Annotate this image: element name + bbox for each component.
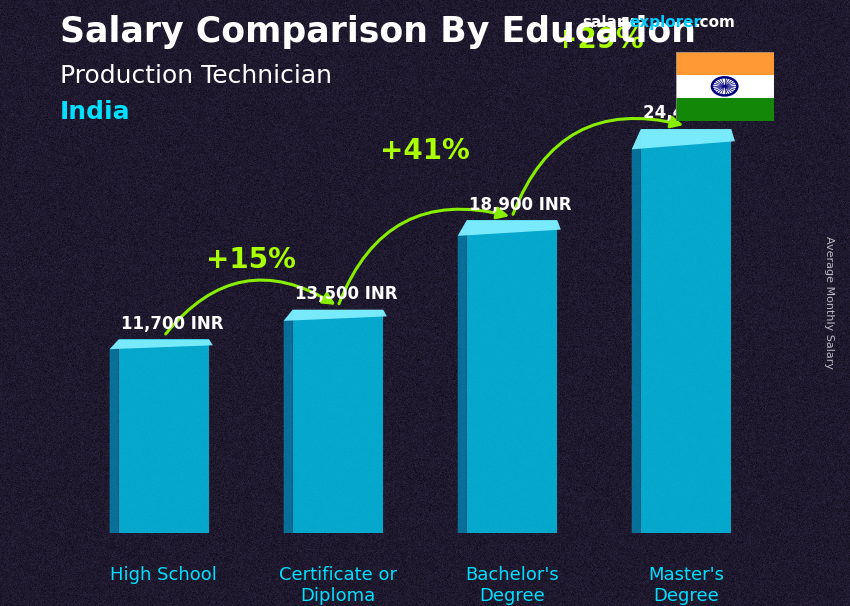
Text: Master's
Degree: Master's Degree xyxy=(648,567,724,605)
Text: 18,900 INR: 18,900 INR xyxy=(469,196,572,213)
Polygon shape xyxy=(110,339,119,533)
Bar xyxy=(641,129,731,533)
Bar xyxy=(676,98,774,121)
Text: 13,500 INR: 13,500 INR xyxy=(296,285,398,303)
Text: +15%: +15% xyxy=(206,246,296,274)
Polygon shape xyxy=(632,129,735,149)
Text: 11,700 INR: 11,700 INR xyxy=(122,315,224,333)
Polygon shape xyxy=(110,339,212,349)
Polygon shape xyxy=(284,310,387,321)
Text: Salary Comparison By Education: Salary Comparison By Education xyxy=(60,15,695,49)
Text: +41%: +41% xyxy=(380,136,470,165)
Polygon shape xyxy=(632,129,641,533)
Text: High School: High School xyxy=(110,567,218,584)
Bar xyxy=(292,310,383,533)
Text: Average Monthly Salary: Average Monthly Salary xyxy=(824,236,834,370)
Text: .com: .com xyxy=(694,15,735,30)
Text: Certificate or
Diploma: Certificate or Diploma xyxy=(279,567,397,605)
Text: 24,400 INR: 24,400 INR xyxy=(643,104,746,122)
Text: Bachelor's
Degree: Bachelor's Degree xyxy=(465,567,559,605)
Text: India: India xyxy=(60,100,130,124)
Polygon shape xyxy=(284,310,292,533)
Text: salary: salary xyxy=(582,15,635,30)
Bar xyxy=(676,52,774,75)
Polygon shape xyxy=(457,220,561,236)
Bar xyxy=(467,220,558,533)
Text: +29%: +29% xyxy=(554,25,644,54)
Bar xyxy=(676,75,774,98)
Text: Production Technician: Production Technician xyxy=(60,64,332,88)
Text: explorer: explorer xyxy=(629,15,701,30)
Polygon shape xyxy=(457,220,467,533)
Bar xyxy=(119,339,209,533)
